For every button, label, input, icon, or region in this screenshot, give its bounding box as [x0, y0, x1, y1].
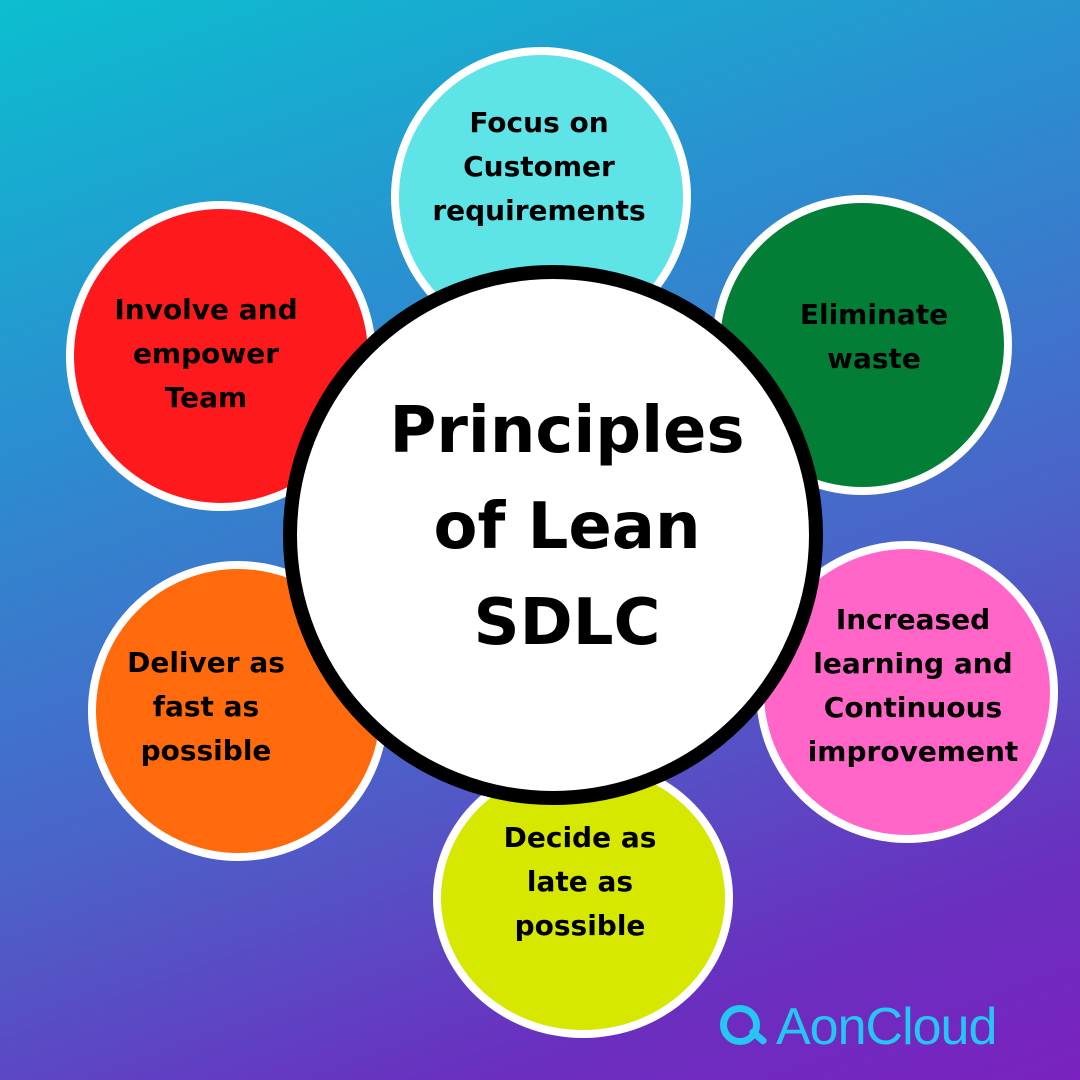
label-line: fast as	[152, 690, 260, 723]
label-line: waste	[827, 342, 921, 375]
label-line: Increased	[835, 603, 991, 636]
diagram-title: Principles of Lean SDLC	[389, 383, 744, 671]
aoncloud-logo: AonCloud	[718, 992, 997, 1062]
label-line: learning and	[813, 647, 1013, 680]
principle-empower-team-label: Involve and empower Team	[114, 288, 297, 420]
principle-eliminate-waste-label: Eliminate waste	[800, 293, 948, 381]
label-line: Focus on	[469, 106, 609, 139]
logo-text: AonCloud	[776, 998, 997, 1056]
principle-continuous-learning-label: Increased learning and Continuous improv…	[808, 598, 1019, 774]
label-line: Customer	[463, 150, 615, 183]
label-line: Decide as	[503, 821, 657, 854]
title-line: of Lean	[433, 490, 701, 564]
label-line: empower	[132, 337, 280, 370]
label-line: Deliver as	[127, 646, 285, 679]
label-line: Eliminate	[799, 298, 949, 331]
title-line: SDLC	[473, 586, 661, 660]
principle-decide-late: Decide as late as possible	[433, 758, 733, 1038]
principle-decide-late-label: Decide as late as possible	[504, 816, 657, 948]
principle-deliver-fast-label: Deliver as fast as possible	[127, 641, 285, 773]
principle-customer-focus-label: Focus on Customer requirements	[432, 101, 645, 233]
label-line: possible	[140, 734, 272, 767]
title-line: Principles	[389, 394, 745, 468]
label-line: Team	[164, 381, 248, 414]
label-line: late as	[526, 865, 634, 898]
label-line: possible	[514, 909, 646, 942]
label-line: Involve and	[114, 293, 298, 326]
center-circle: Principles of Lean SDLC	[283, 265, 823, 805]
label-line: improvement	[807, 735, 1019, 768]
magnifier-icon	[718, 1001, 770, 1053]
label-line: Continuous	[823, 691, 1003, 724]
label-line: requirements	[432, 194, 646, 227]
